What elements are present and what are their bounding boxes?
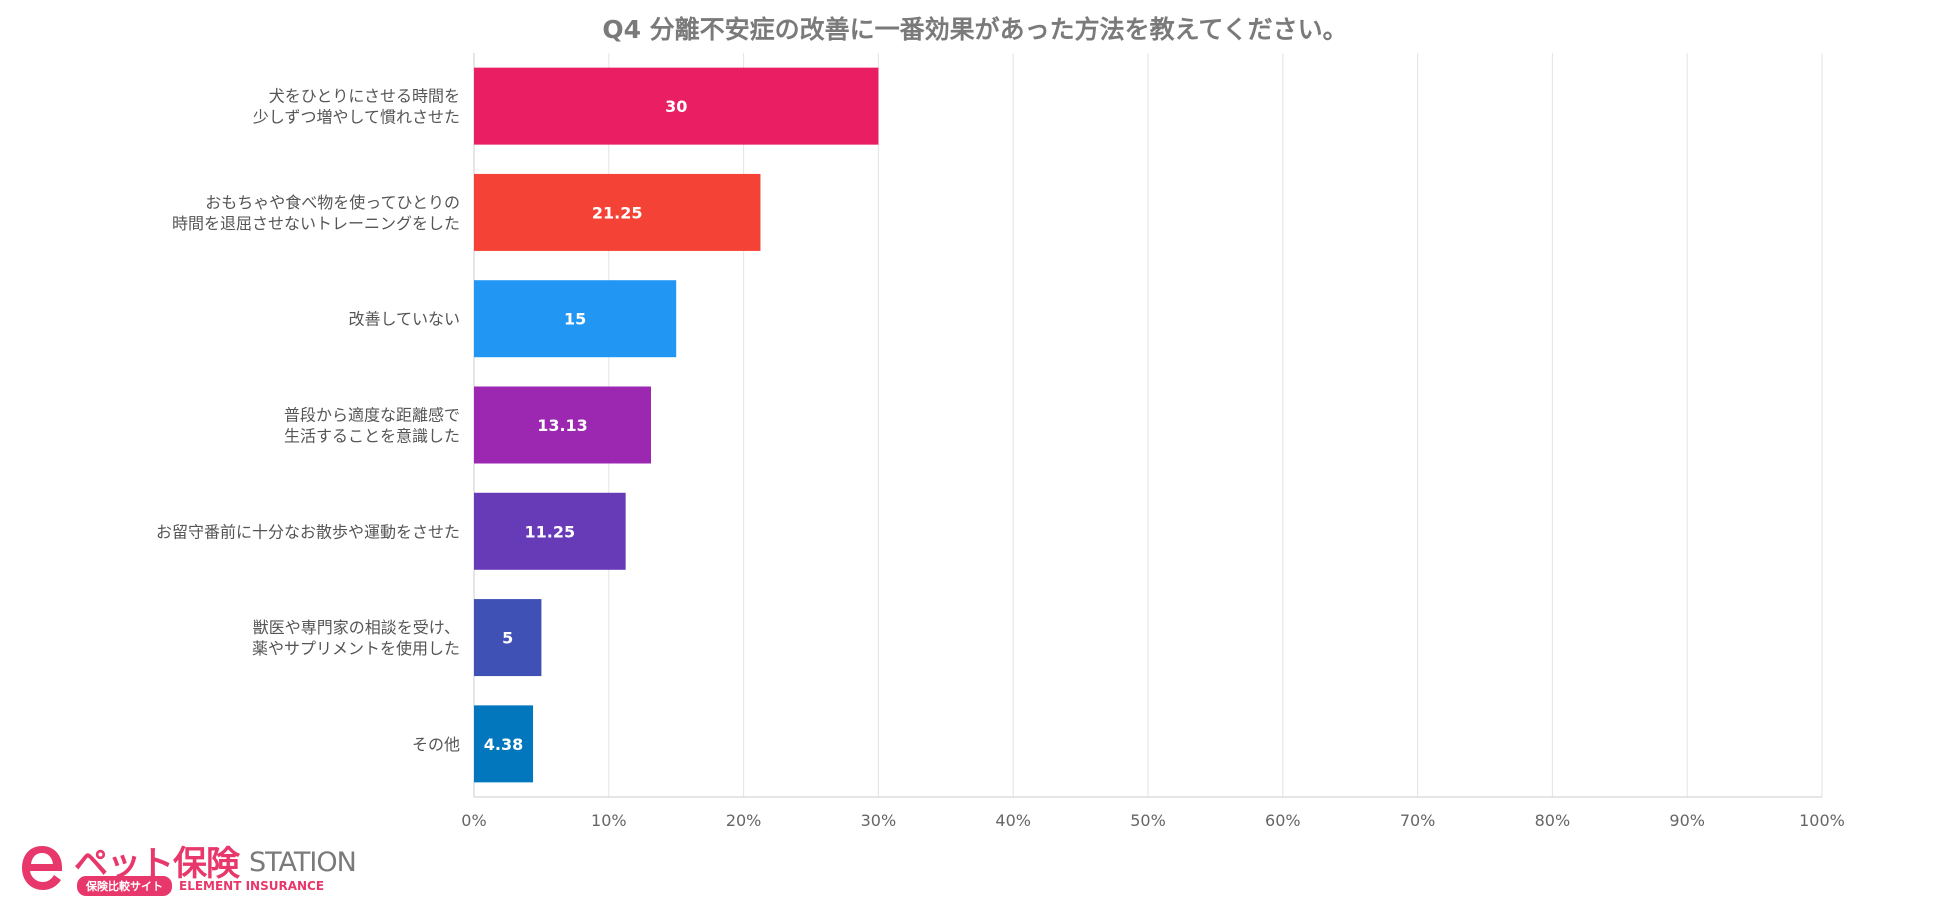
x-tick-label: 80% — [1535, 811, 1571, 830]
x-tick-label: 10% — [591, 811, 627, 830]
bar-value-label: 30 — [665, 97, 687, 116]
x-tick-label: 90% — [1669, 811, 1705, 830]
logo-pill-badge: 保険比較サイト — [77, 876, 172, 896]
category-label: その他 — [412, 735, 460, 754]
bar — [474, 599, 542, 677]
x-tick-label: 40% — [995, 811, 1031, 830]
bar — [474, 492, 626, 570]
bar — [474, 173, 761, 251]
brand-logo: ペット保険 STATION 保険比較サイト ELEMENT INSURANCE — [20, 838, 400, 898]
category-label: 普段から適度な距離感で生活することを意識した — [284, 406, 460, 446]
category-label: 犬をひとりにさせる時間を少しずつ増やして慣れさせた — [253, 87, 460, 127]
bar-value-label: 5 — [502, 629, 513, 648]
x-tick-label: 30% — [861, 811, 897, 830]
x-tick-label: 20% — [726, 811, 762, 830]
x-tick-label: 100% — [1799, 811, 1845, 830]
x-tick-label: 0% — [461, 811, 486, 830]
category-label: お留守番前に十分なお散歩や運動をさせた — [156, 522, 460, 541]
logo-sub-text: ELEMENT INSURANCE — [179, 879, 325, 893]
x-tick-label: 70% — [1400, 811, 1436, 830]
bar-value-label: 21.25 — [592, 203, 643, 222]
x-tick-label: 60% — [1265, 811, 1301, 830]
bar-value-label: 4.38 — [484, 735, 523, 754]
logo-station-text: STATION — [249, 847, 357, 878]
bar-value-label: 15 — [564, 310, 586, 329]
bar-value-label: 13.13 — [537, 416, 588, 435]
bar — [474, 386, 651, 464]
category-label: 獣医や専門家の相談を受け、薬やサプリメントを使用した — [252, 618, 460, 658]
bar — [474, 67, 879, 145]
category-label: 改善していない — [348, 310, 460, 329]
bar — [474, 280, 677, 358]
bar — [474, 705, 534, 783]
category-label: おもちゃや食べ物を使ってひとりの時間を退屈させないトレーニングをした — [172, 193, 460, 233]
chart-title: Q4 分離不安症の改善に一番効果があった方法を教えてください。 — [602, 15, 1348, 44]
element-logo-icon — [22, 846, 62, 890]
bar-value-label: 11.25 — [525, 522, 576, 541]
x-tick-label: 50% — [1130, 811, 1166, 830]
